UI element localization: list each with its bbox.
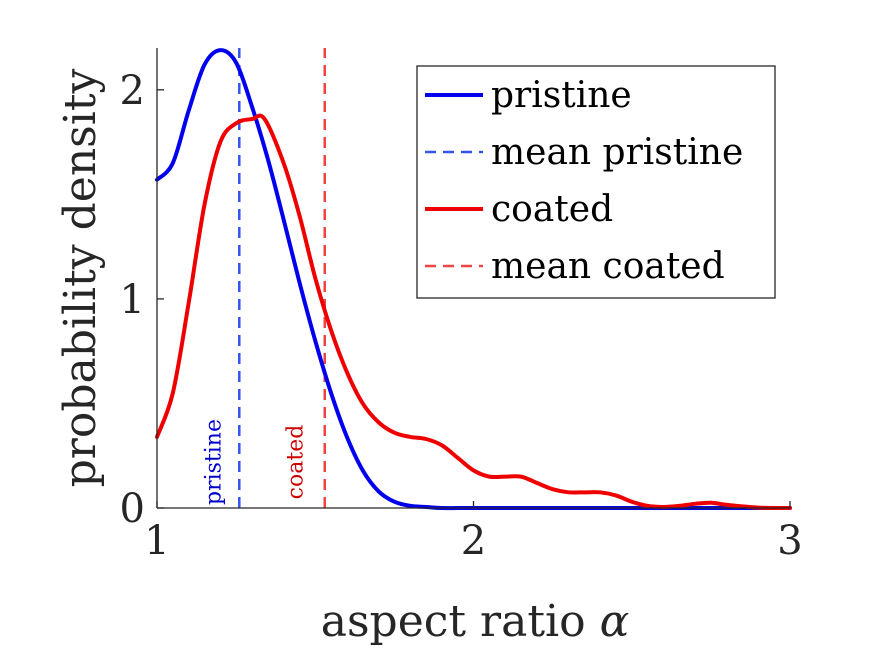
y-tick-label-2: 2	[120, 68, 145, 114]
x-tick-label-1: 1	[144, 518, 169, 564]
annotation-pristine: pristine	[201, 419, 226, 505]
y-tick-label-1: 1	[120, 277, 145, 323]
annotations: pristine coated	[201, 419, 308, 505]
legend-entries: pristine mean pristine coated mean coated	[425, 75, 743, 287]
axes	[156, 48, 791, 509]
legend: pristine mean pristine coated mean coated	[416, 65, 776, 299]
legend-label-coated: coated	[491, 189, 613, 230]
x-axis-label-symbol: α	[600, 596, 630, 647]
y-tick-label-0: 0	[120, 486, 145, 532]
y-axis-label: probability density	[55, 68, 106, 487]
legend-label-pristine: pristine	[491, 75, 632, 116]
series-coated-line	[155, 113, 792, 510]
x-tick-label-3: 3	[777, 518, 802, 564]
annotation-coated: coated	[284, 425, 309, 500]
x-axis-label: aspect ratio α	[321, 596, 630, 647]
legend-label-mean-coated: mean coated	[491, 246, 725, 287]
legend-label-mean-pristine: mean pristine	[491, 132, 743, 173]
x-tick-label-2: 2	[461, 518, 486, 564]
legend-box	[416, 65, 776, 299]
